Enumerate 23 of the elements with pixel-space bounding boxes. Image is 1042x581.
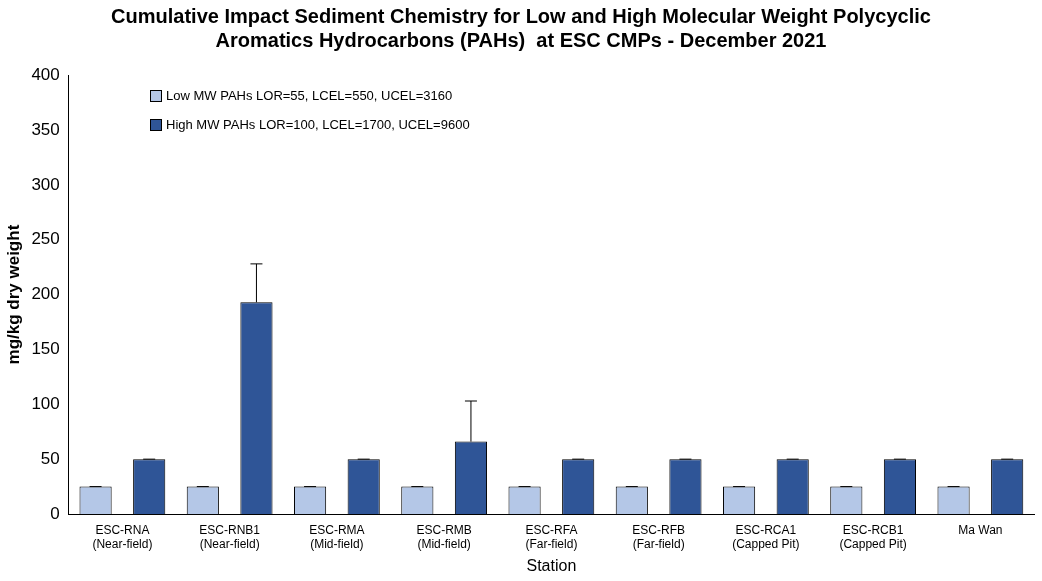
x-tick-label: ESC-RCB1 (Capped Pit) xyxy=(839,522,907,551)
x-tick-label: ESC-RCA1 (Capped Pit) xyxy=(732,522,800,551)
legend-label: Low MW PAHs LOR=55, LCEL=550, UCEL=3160 xyxy=(166,88,453,103)
chart-title: Cumulative Impact Sediment Chemistry for Low and High Molecular Weight Polycyclic Aromatics Hydrocarbons (PAHs) at ESC CMPs - December 2021 xyxy=(110,4,932,53)
x-tick-label: Ma Wan xyxy=(958,522,1003,537)
y-tick-label: 200 xyxy=(31,284,60,304)
x-tick-label: ESC-RFA (Far-field) xyxy=(525,522,578,551)
y-tick-label: 100 xyxy=(31,393,60,413)
y-axis-title: mg/kg dry weight xyxy=(3,224,23,365)
x-tick-label: ESC-RNA (Near-field) xyxy=(92,522,153,551)
y-tick-label: 0 xyxy=(50,503,60,523)
y-tick-label: 50 xyxy=(40,448,60,468)
y-tick-label: 150 xyxy=(31,339,60,359)
x-tick-label: ESC-RNB1 (Near-field) xyxy=(199,522,261,551)
x-tick-label: ESC-RMB (Mid-field) xyxy=(416,522,472,551)
legend-label: High MW PAHs LOR=100, LCEL=1700, UCEL=9600 xyxy=(166,117,470,132)
x-axis-title: Station xyxy=(526,556,577,574)
y-tick-label: 300 xyxy=(31,174,60,194)
y-tick-label: 250 xyxy=(31,229,60,249)
y-tick-label: 400 xyxy=(31,64,60,84)
x-tick-label: ESC-RFB (Far-field) xyxy=(632,522,685,551)
y-tick-label: 350 xyxy=(31,119,60,139)
x-tick-label: ESC-RMA (Mid-field) xyxy=(309,522,365,551)
